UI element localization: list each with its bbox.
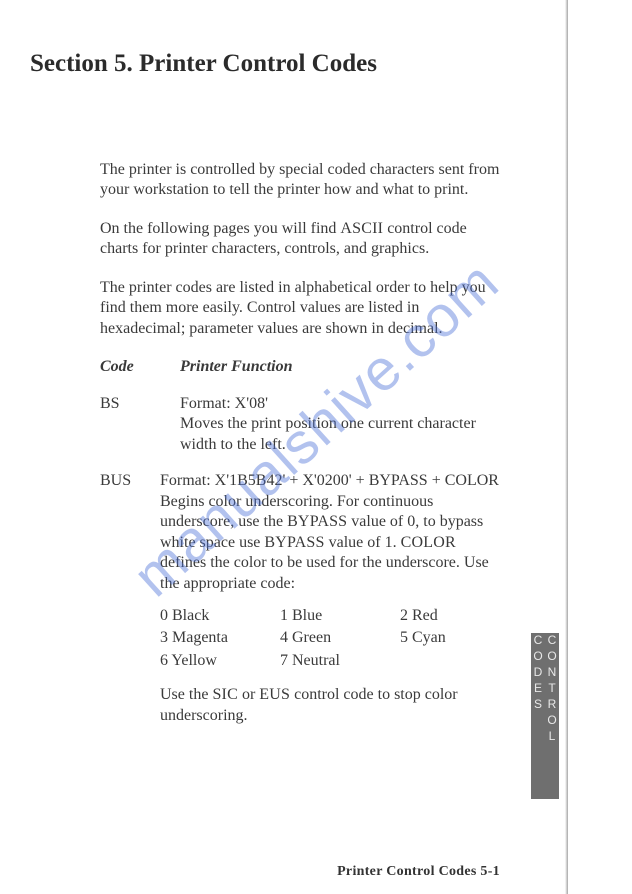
binding-edge <box>565 0 568 894</box>
text: value of 1. <box>325 534 401 551</box>
bus-desc: Begins color underscoring. For continuou… <box>160 492 500 594</box>
text: defines the color to be used for the und… <box>160 554 489 591</box>
color-3: 3 Magenta <box>160 628 280 648</box>
body-column: The printer is controlled by special cod… <box>100 160 500 742</box>
smallcaps-bypass: BYPASS <box>287 513 347 530</box>
text: Use the <box>160 686 212 703</box>
bs-format: Format: X'08' <box>180 394 500 414</box>
bs-desc: Moves the print position one current cha… <box>180 414 500 455</box>
code-name-bus: BUS <box>100 471 138 726</box>
smallcaps-eus: EUS <box>259 686 290 703</box>
color-blank <box>400 651 500 671</box>
smallcaps-bypass: BYPASS <box>264 534 324 551</box>
code-func-bs: Format: X'08' Moves the print position o… <box>180 394 500 455</box>
color-2: 2 Red <box>400 606 500 626</box>
text: On the following pages you will find <box>100 220 340 237</box>
code-func-bus: Format: X'1B5B42' + X'0200' + BYPASS + C… <box>160 471 500 726</box>
color-code-table: 0 Black 1 Blue 2 Red 3 Magenta 4 Green 5… <box>160 606 500 671</box>
bus-format: Format: X'1B5B42' + X'0200' + BYPASS + C… <box>160 471 500 491</box>
code-name-bs: BS <box>100 394 158 455</box>
code-table-header: Code Printer Function <box>100 357 500 377</box>
page: Section 5. Printer Control Codes The pri… <box>0 0 632 894</box>
color-6: 6 Yellow <box>160 651 280 671</box>
smallcaps-sic: SIC <box>212 686 238 703</box>
paragraph-1: The printer is controlled by special cod… <box>100 160 500 201</box>
page-footer: Printer Control Codes 5-1 <box>100 864 500 880</box>
section-title: Section 5. Printer Control Codes <box>30 50 377 78</box>
color-4: 4 Green <box>280 628 400 648</box>
paragraph-3: The printer codes are listed in alphabet… <box>100 278 500 339</box>
bus-stop: Use the SIC or EUS control code to stop … <box>160 685 500 726</box>
header-function: Printer Function <box>180 357 292 377</box>
text: or <box>238 686 259 703</box>
header-code: Code <box>100 357 158 377</box>
color-5: 5 Cyan <box>400 628 500 648</box>
smallcaps-color: COLOR <box>401 534 456 551</box>
color-1: 1 Blue <box>280 606 400 626</box>
color-0: 0 Black <box>160 606 280 626</box>
smallcaps-ascii: ASCII <box>340 220 383 237</box>
side-tab-control-codes: CONTROL CODES <box>531 633 559 799</box>
code-row-bs: BS Format: X'08' Moves the print positio… <box>100 394 500 455</box>
paragraph-2: On the following pages you will find ASC… <box>100 219 500 260</box>
color-7: 7 Neutral <box>280 651 400 671</box>
code-row-bus: BUS Format: X'1B5B42' + X'0200' + BYPASS… <box>100 471 500 726</box>
